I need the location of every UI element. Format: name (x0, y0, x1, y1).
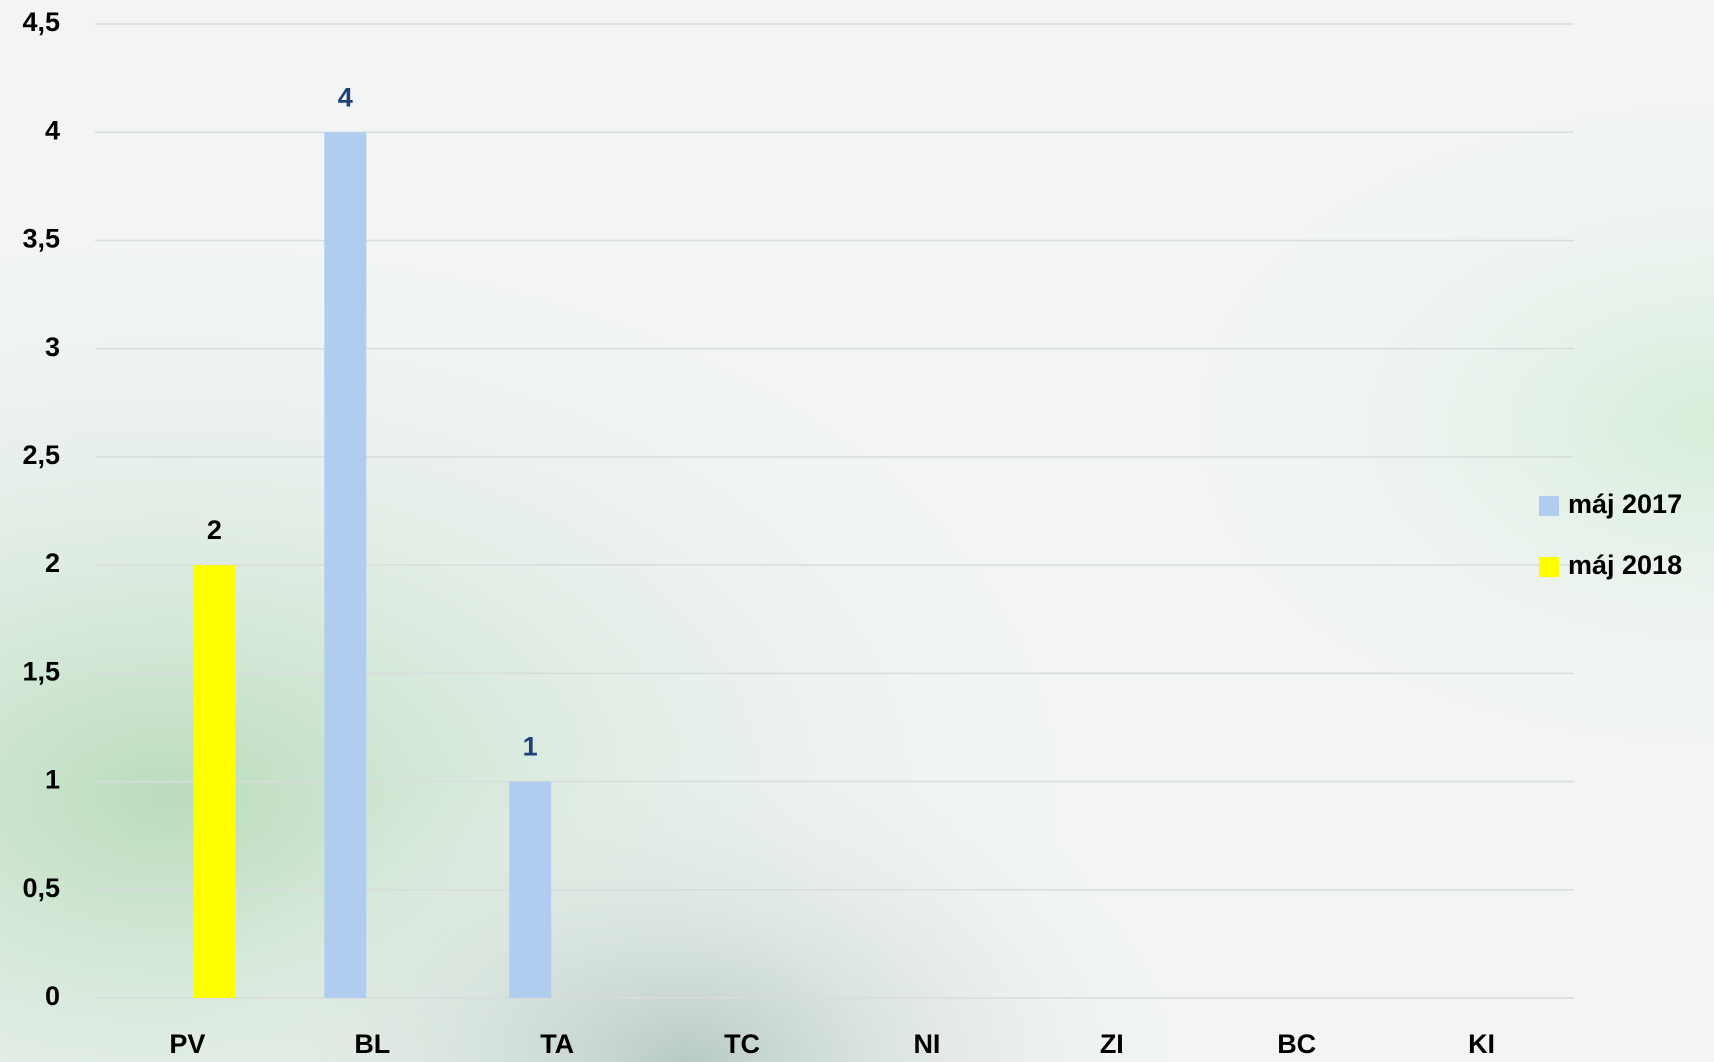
y-tick-label: 3 (45, 332, 60, 362)
y-tick-label: 0 (45, 981, 60, 1011)
x-tick-label: BC (1277, 1029, 1316, 1059)
x-tick-label: PV (169, 1029, 205, 1059)
legend-swatch (1539, 557, 1559, 577)
data-label: 1 (523, 732, 538, 762)
y-tick-label: 2,5 (22, 440, 60, 470)
x-tick-label: BL (354, 1029, 390, 1059)
y-tick-label: 3,5 (22, 224, 60, 254)
legend-label: máj 2018 (1568, 550, 1682, 580)
x-tick-label: TC (724, 1029, 760, 1059)
legend-label: máj 2017 (1568, 489, 1682, 519)
data-label: 2 (207, 515, 222, 545)
x-tick-label: TA (540, 1029, 574, 1059)
y-tick-label: 0,5 (22, 873, 60, 903)
legend-swatch (1539, 496, 1559, 516)
y-tick-label: 2 (45, 548, 60, 578)
bar (509, 781, 552, 998)
y-tick-label: 1 (45, 765, 60, 795)
bar (193, 565, 236, 998)
x-tick-label: KI (1468, 1029, 1495, 1059)
x-tick-label: ZI (1100, 1029, 1124, 1059)
x-tick-label: NI (913, 1029, 940, 1059)
y-tick-label: 1,5 (22, 656, 60, 686)
y-tick-label: 4 (45, 115, 60, 145)
bar (324, 132, 367, 998)
y-tick-label: 4,5 (22, 7, 60, 37)
data-label: 4 (338, 82, 353, 112)
